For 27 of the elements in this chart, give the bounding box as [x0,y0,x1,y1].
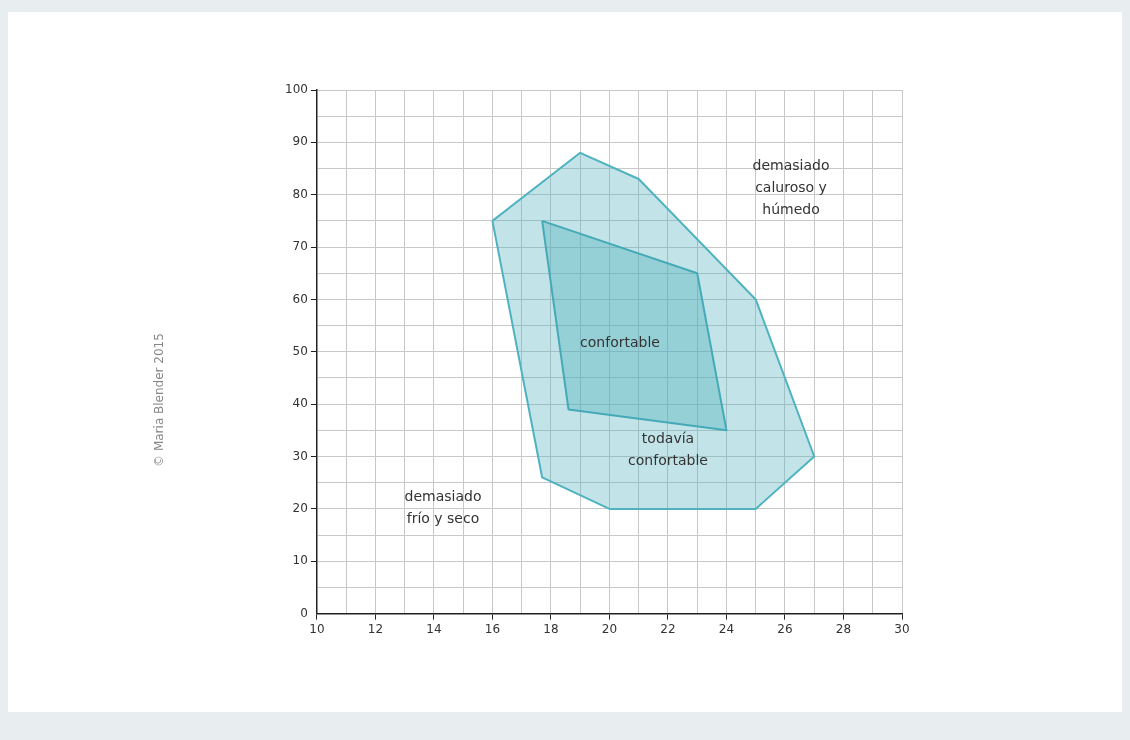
x-tick-label: 28 [835,621,852,636]
x-tick-label: 22 [660,621,676,636]
x-tick-label: 18 [543,621,559,636]
annotation: todavía confortable [628,429,708,468]
x-tick-label: 16 [484,621,501,636]
annotation: confortable [580,333,660,350]
y-tick-label: 20 [292,501,308,516]
annotation: demasiado frío y seco [404,487,482,526]
text: © Maria Blender 2015 [152,333,167,467]
x-tick-label: 30 [894,621,910,636]
y-tick-label: 30 [292,448,308,463]
x-tick-label: 20 [601,621,618,636]
x-tick-label: 10 [309,621,325,636]
y-tick-label: 90 [292,134,308,149]
y-tick-label: 70 [292,239,308,254]
annotation: demasiado caluroso y húmedo [752,156,830,217]
y-tick-label: 50 [292,343,308,358]
y-tick-label: 80 [292,186,308,201]
x-tick-label: 26 [777,621,793,636]
x-tick-label: 12 [367,621,384,636]
y-tick-label: 100 [285,82,308,97]
y-tick-label: 10 [292,553,308,568]
x-tick-label: 14 [426,621,442,636]
y-tick-label: 60 [292,291,308,306]
y-tick-label: 0 [300,605,308,620]
y-tick-label: 40 [292,396,308,411]
x-tick-label: 24 [718,621,735,636]
